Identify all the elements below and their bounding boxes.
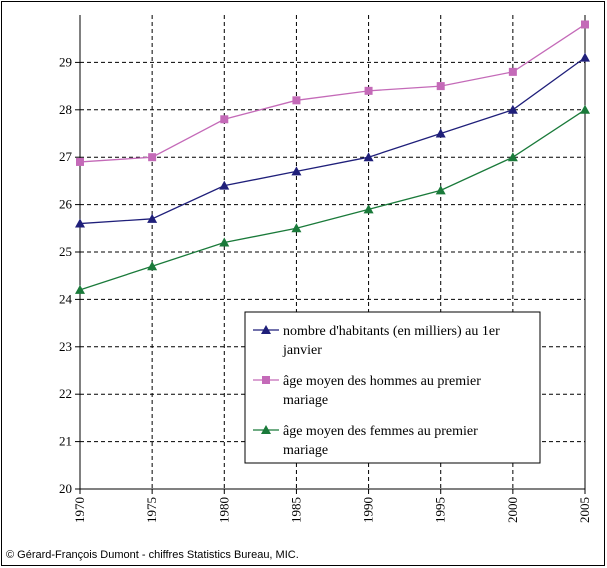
series-1 — [75, 52, 590, 228]
legend: nombre d'habitants (en milliers) au 1er j… — [244, 311, 541, 464]
series-line — [79, 109, 586, 291]
legend-item-3: âge moyen des femmes au premier mariage — [253, 424, 478, 458]
legend-marker — [262, 376, 270, 384]
axes — [75, 15, 586, 494]
data-point — [435, 128, 446, 138]
y-tick-label: 21 — [59, 434, 72, 449]
series-2 — [76, 20, 589, 166]
y-tick-label: 29 — [59, 54, 72, 69]
y-tick-labels: 20 21 22 23 24 25 26 27 28 29 — [59, 54, 73, 496]
y-tick-label: 27 — [59, 149, 73, 164]
data-point — [220, 115, 229, 124]
data-point — [363, 204, 374, 214]
x-tick-label: 2005 — [577, 497, 592, 523]
x-tick-label: 1995 — [433, 497, 448, 523]
y-tick-label: 23 — [59, 339, 72, 354]
x-tick-label: 1980 — [216, 497, 231, 523]
legend-marker — [261, 425, 271, 434]
series-group — [75, 20, 590, 294]
x-tick-label: 1990 — [361, 497, 376, 523]
legend-label: mariage — [283, 393, 328, 408]
legend-item-1: nombre d'habitants (en milliers) au 1er j… — [253, 324, 500, 358]
data-point — [292, 96, 301, 105]
data-point — [75, 284, 85, 294]
series-3 — [75, 104, 590, 294]
data-point — [508, 67, 517, 76]
y-tick-label: 20 — [59, 481, 72, 496]
legend-label: mariage — [283, 443, 328, 458]
data-point — [147, 213, 158, 223]
data-point — [580, 104, 590, 114]
data-point — [147, 261, 158, 271]
legend-label: janvier — [282, 343, 322, 358]
legend-box — [244, 311, 541, 464]
legend-item-2: âge moyen des hommes au premier mariage — [253, 374, 481, 408]
data-point — [436, 82, 445, 91]
data-point — [363, 152, 374, 162]
y-tick-label: 28 — [59, 102, 72, 117]
y-tick-label: 25 — [59, 244, 72, 259]
y-tick-label: 26 — [59, 197, 73, 212]
data-point — [507, 104, 518, 114]
x-tick-labels: 1970 1975 1980 1985 1990 1995 2000 2005 — [72, 497, 592, 523]
series-line — [79, 23, 586, 163]
legend-marker — [261, 325, 271, 334]
data-point — [507, 152, 518, 162]
data-point — [76, 157, 84, 166]
legend-label: nombre d'habitants (en milliers) au 1er — [283, 324, 500, 339]
data-point — [364, 86, 373, 95]
data-point — [435, 185, 446, 195]
data-point — [291, 166, 302, 176]
legend-label: âge moyen des femmes au premier — [283, 424, 478, 439]
y-tick-label: 22 — [59, 386, 72, 401]
x-tick-label: 2000 — [505, 497, 520, 523]
data-point — [148, 153, 157, 162]
series-line — [79, 57, 586, 225]
x-tick-label: 1985 — [288, 497, 303, 523]
x-tick-label: 1975 — [144, 497, 159, 523]
data-point — [581, 20, 589, 29]
data-point — [219, 237, 230, 247]
data-point — [291, 223, 302, 233]
credit-note: © Gérard-François Dumont - chiffres Stat… — [6, 549, 299, 561]
legend-label: âge moyen des hommes au premier — [283, 374, 481, 389]
data-point — [580, 52, 590, 62]
y-tick-label: 24 — [59, 291, 73, 306]
data-point — [75, 218, 85, 228]
x-tick-label: 1970 — [72, 497, 87, 523]
data-point — [219, 180, 230, 190]
